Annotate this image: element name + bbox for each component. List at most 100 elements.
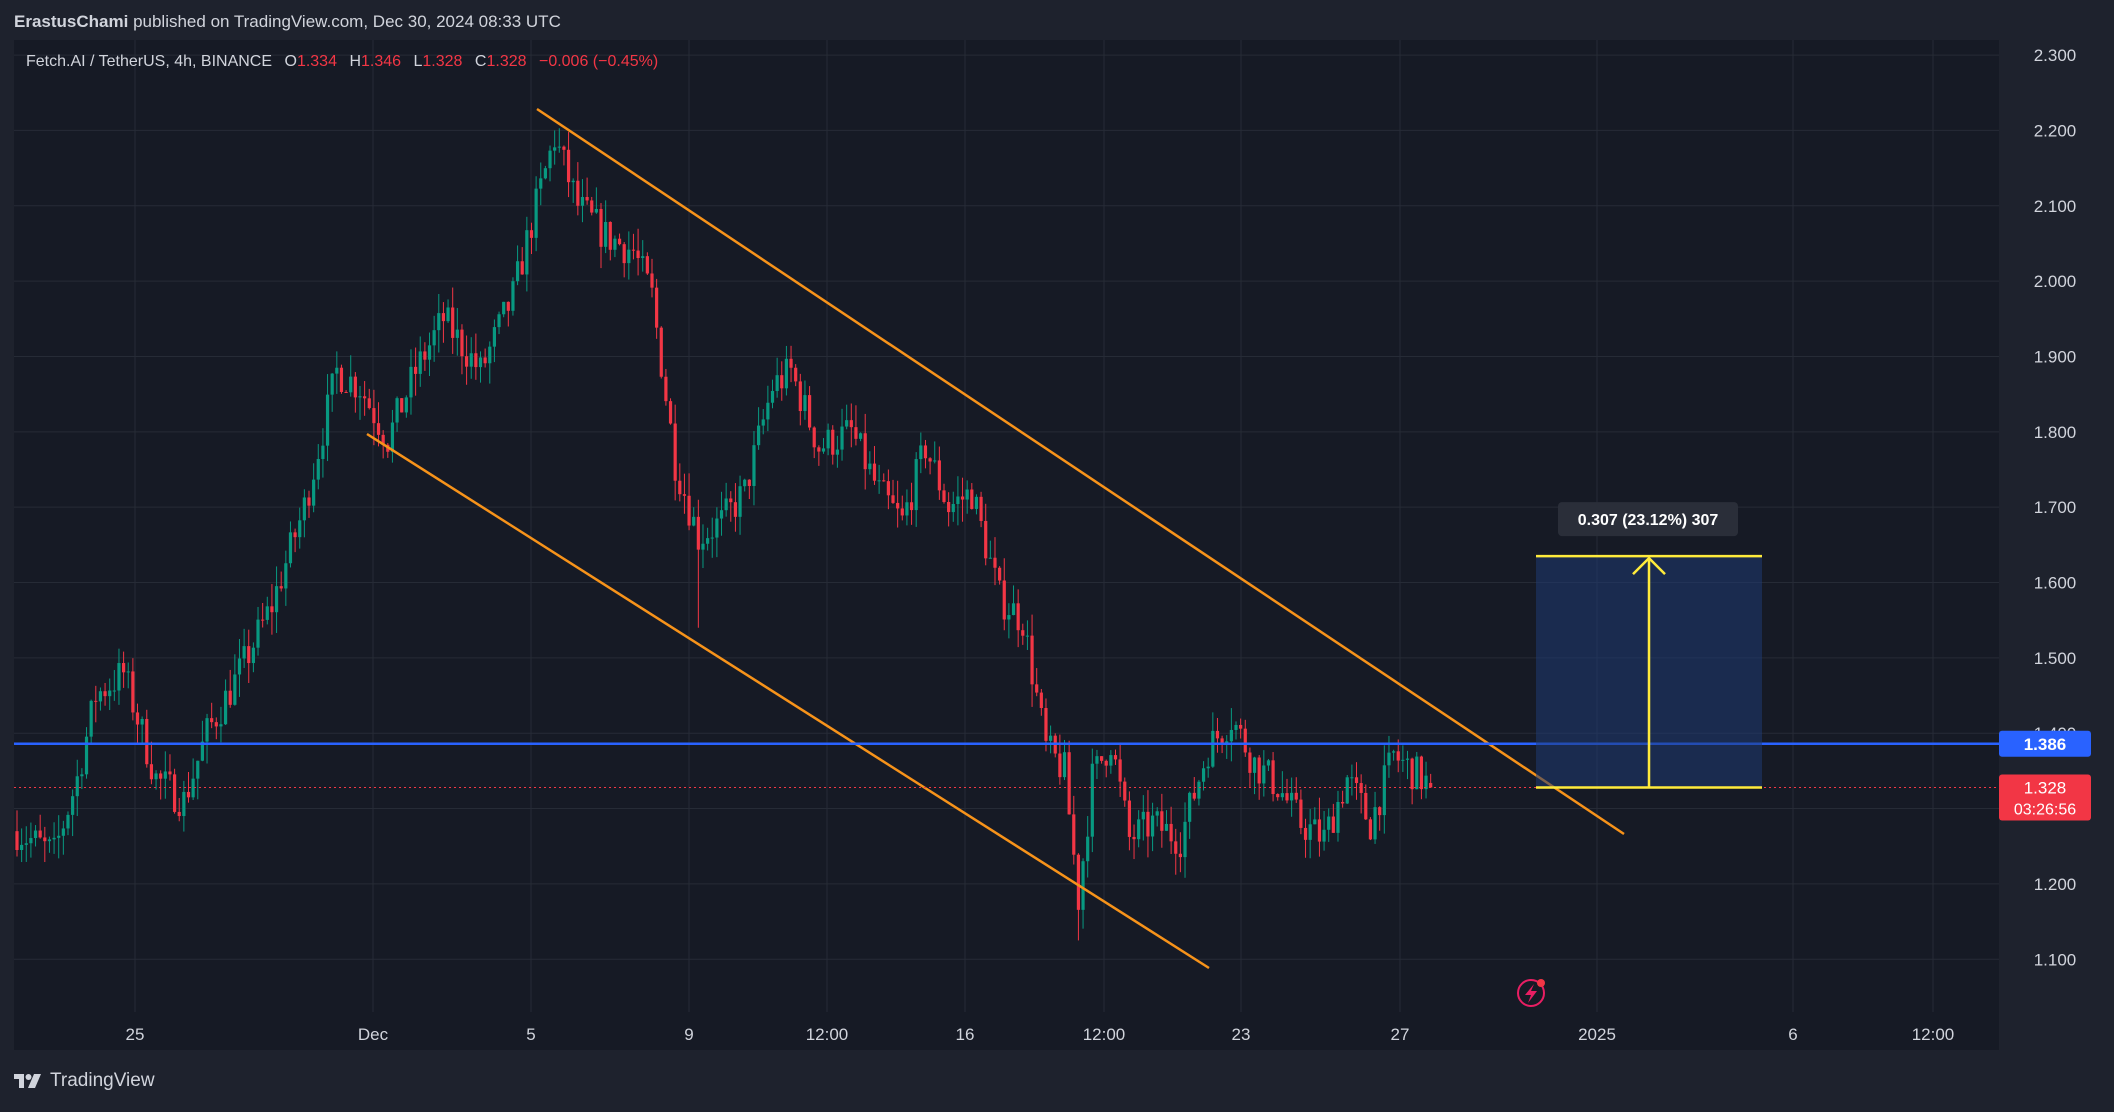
candle-body bbox=[89, 700, 93, 737]
candle-body bbox=[363, 396, 367, 399]
candle-body bbox=[38, 830, 42, 838]
candle-body bbox=[71, 796, 75, 815]
support-price-label: 1.386 bbox=[2024, 735, 2067, 754]
candle-body bbox=[1415, 756, 1419, 790]
candles bbox=[15, 128, 1433, 941]
candle-body bbox=[145, 718, 149, 765]
candle-body bbox=[117, 663, 121, 691]
candle-body bbox=[1104, 760, 1108, 766]
candle-body bbox=[349, 376, 353, 393]
candle-body bbox=[1016, 603, 1020, 631]
candle-body bbox=[868, 463, 872, 470]
time-axis[interactable]: 25 Dec 5 9 12:00 16 12:00 23 27 2025 6 12:00 bbox=[126, 1025, 1955, 1044]
candle-body bbox=[205, 718, 209, 742]
candle-body bbox=[409, 366, 413, 398]
high-label: H bbox=[349, 53, 361, 70]
candle-body bbox=[1049, 735, 1053, 741]
candle-body bbox=[395, 398, 399, 423]
close-value: 1.328 bbox=[486, 53, 527, 70]
candle-body bbox=[812, 427, 816, 448]
candle-body bbox=[835, 449, 839, 455]
candle-body bbox=[557, 146, 561, 148]
candle-body bbox=[1192, 792, 1196, 799]
candle-body bbox=[923, 445, 928, 459]
time-tick-label: 2025 bbox=[1578, 1025, 1616, 1044]
candle-body bbox=[131, 671, 135, 713]
candle-body bbox=[770, 390, 775, 403]
candle-body bbox=[270, 606, 274, 613]
candle-body bbox=[1290, 792, 1294, 801]
candle-body bbox=[1178, 853, 1182, 858]
candle-body bbox=[367, 398, 371, 409]
candle-body bbox=[511, 281, 515, 311]
tradingview-logo[interactable]: TradingView bbox=[14, 1070, 155, 1092]
price-tick-label: 1.500 bbox=[2034, 649, 2077, 668]
candle-body bbox=[233, 674, 237, 705]
candle-body bbox=[905, 502, 909, 516]
candle-body bbox=[604, 221, 608, 247]
candle-body bbox=[1058, 753, 1062, 778]
candle-body bbox=[1044, 707, 1048, 741]
candle-body bbox=[789, 358, 793, 368]
price-axis[interactable]: 2.300 2.200 2.100 2.000 1.900 1.800 1.700 1.600… bbox=[1999, 46, 2091, 969]
candle-body bbox=[1419, 756, 1424, 790]
candle-body bbox=[858, 433, 863, 439]
candle-body bbox=[974, 496, 979, 509]
candle-body bbox=[293, 532, 297, 538]
candle-body bbox=[692, 516, 696, 526]
lightning-icon-bolt bbox=[1525, 984, 1537, 1003]
candle-body bbox=[1391, 751, 1396, 753]
candle-body bbox=[710, 537, 714, 539]
candle-body bbox=[807, 395, 812, 428]
candle-body bbox=[664, 376, 668, 402]
candle-body bbox=[849, 420, 853, 428]
candle-body bbox=[376, 423, 381, 435]
candle-body bbox=[817, 447, 821, 452]
candle-body bbox=[478, 357, 483, 368]
author-name[interactable]: ErastusChami bbox=[14, 12, 129, 31]
candle-body bbox=[1299, 799, 1303, 828]
candle-body bbox=[1021, 630, 1025, 636]
candle-body bbox=[191, 778, 195, 798]
candle-body bbox=[223, 690, 228, 725]
tradingview-logo-icon bbox=[14, 1074, 41, 1088]
candle-body bbox=[1183, 821, 1187, 858]
candle-body bbox=[1234, 724, 1238, 730]
price-tick-label: 2.300 bbox=[2034, 46, 2077, 65]
candle-body bbox=[580, 196, 585, 206]
candle-body bbox=[1229, 729, 1233, 742]
candle-body bbox=[937, 460, 941, 491]
candle-body bbox=[956, 496, 960, 504]
candle-body bbox=[998, 567, 1002, 581]
candle-body bbox=[701, 543, 705, 550]
candle-body bbox=[256, 619, 260, 648]
candle-body bbox=[1350, 777, 1354, 779]
candle-body bbox=[706, 538, 710, 544]
candle-body bbox=[177, 811, 181, 817]
candle-body bbox=[599, 208, 603, 247]
publish-header: ErastusChami published on TradingView.co… bbox=[14, 12, 561, 32]
candle-body bbox=[775, 375, 779, 391]
candle-body bbox=[140, 718, 144, 725]
time-tick-label: 12:00 bbox=[1083, 1025, 1126, 1044]
symbol-label[interactable]: Fetch.AI / TetherUS, 4h, BINANCE bbox=[26, 53, 273, 70]
candle-body bbox=[196, 760, 200, 779]
candle-body bbox=[84, 736, 89, 775]
candle-body bbox=[219, 724, 223, 727]
time-tick-label: 9 bbox=[684, 1025, 693, 1044]
measure-label: 0.307 (23.12%) 307 bbox=[1578, 512, 1719, 529]
candle-body bbox=[1155, 811, 1159, 816]
candle-body bbox=[1387, 752, 1391, 766]
candle-body bbox=[1109, 755, 1113, 766]
candle-body bbox=[1146, 811, 1150, 837]
candle-body bbox=[298, 520, 302, 538]
candle-body bbox=[970, 489, 974, 509]
candle-body bbox=[57, 835, 61, 838]
candle-body bbox=[1257, 757, 1261, 784]
candle-body bbox=[274, 586, 279, 613]
candle-body bbox=[247, 646, 251, 664]
candle-body bbox=[617, 238, 622, 245]
price-tick-label: 2.200 bbox=[2034, 121, 2077, 140]
lightning-icon[interactable] bbox=[1517, 979, 1545, 1007]
